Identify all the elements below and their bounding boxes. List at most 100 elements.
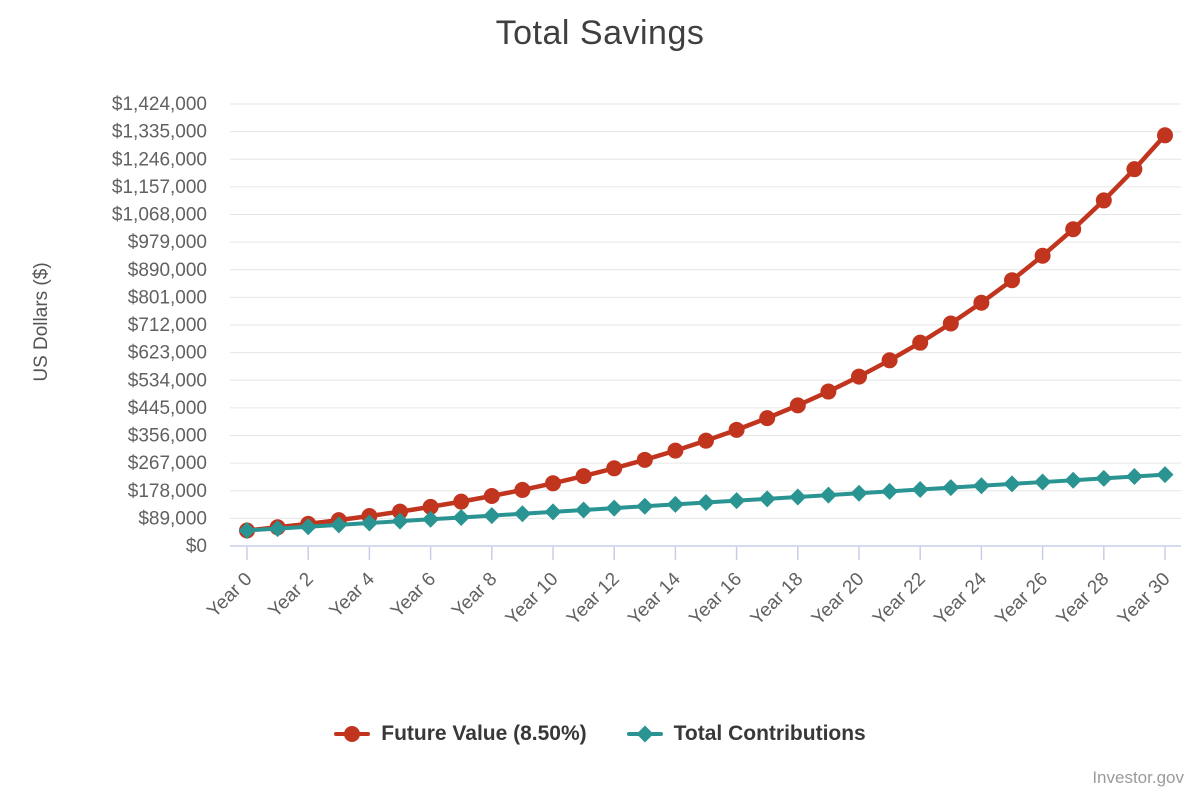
marker-future-value-8-50 xyxy=(545,475,561,492)
x-tick-label: Year 10 xyxy=(502,569,563,630)
future-value-line-circle-icon xyxy=(334,724,371,744)
marker-total-contributions xyxy=(238,521,256,539)
marker-total-contributions xyxy=(789,488,807,506)
marker-total-contributions xyxy=(1125,467,1143,485)
marker-total-contributions xyxy=(544,503,562,521)
total-contributions-line-diamond-icon xyxy=(626,724,663,744)
y-tick-label: $801,000 xyxy=(128,287,207,308)
marker-total-contributions xyxy=(819,486,837,504)
x-tick-label: Year 22 xyxy=(869,569,930,630)
marker-future-value-8-50 xyxy=(698,432,714,449)
marker-future-value-8-50 xyxy=(1004,272,1020,289)
x-tick-label: Year 28 xyxy=(1053,569,1114,630)
x-tick-label: Year 18 xyxy=(747,569,808,630)
marker-future-value-8-50 xyxy=(881,352,898,369)
marker-future-value-8-50 xyxy=(483,488,500,505)
y-tick-label: $0 xyxy=(186,536,207,557)
marker-future-value-8-50 xyxy=(636,451,653,468)
marker-total-contributions xyxy=(850,484,868,502)
y-tick-label: $1,424,000 xyxy=(112,94,207,115)
x-tick-label: Year 14 xyxy=(624,568,685,629)
marker-total-contributions xyxy=(942,479,960,497)
x-tick-label: Year 4 xyxy=(326,568,380,622)
marker-total-contributions xyxy=(1156,466,1174,484)
attribution-investor-gov: Investor.gov xyxy=(1092,768,1184,787)
marker-total-contributions xyxy=(330,516,348,534)
marker-future-value-8-50 xyxy=(453,493,470,510)
x-tick-label: Year 24 xyxy=(930,568,991,629)
marker-total-contributions xyxy=(391,512,409,530)
y-tick-label: $178,000 xyxy=(128,481,207,502)
series-line-future-value-8-50 xyxy=(246,133,1167,533)
marker-total-contributions xyxy=(728,492,746,510)
legend-item-future-value: Future Value (8.50%) xyxy=(334,722,587,746)
marker-total-contributions xyxy=(1003,475,1021,493)
legend-label-total-contributions: Total Contributions xyxy=(673,722,866,745)
marker-future-value-8-50 xyxy=(514,481,531,498)
marker-future-value-8-50 xyxy=(973,294,990,311)
marker-total-contributions xyxy=(1095,469,1113,487)
marker-future-value-8-50 xyxy=(912,334,929,351)
marker-future-value-8-50 xyxy=(1126,161,1143,178)
y-tick-label: $623,000 xyxy=(128,343,207,364)
marker-total-contributions xyxy=(697,494,715,512)
marker-total-contributions xyxy=(1064,471,1082,489)
marker-total-contributions xyxy=(1034,473,1052,491)
marker-future-value-8-50 xyxy=(820,383,837,400)
y-tick-label: $89,000 xyxy=(138,508,207,529)
legend-item-total-contributions: Total Contributions xyxy=(626,722,866,746)
marker-total-contributions xyxy=(758,490,776,508)
marker-future-value-8-50 xyxy=(851,368,867,385)
y-tick-label: $356,000 xyxy=(128,426,207,447)
marker-future-value-8-50 xyxy=(422,498,439,515)
marker-total-contributions xyxy=(452,508,470,526)
marker-total-contributions xyxy=(360,514,378,532)
marker-total-contributions xyxy=(666,495,684,513)
y-tick-label: $534,000 xyxy=(128,370,207,391)
x-tick-label: Year 16 xyxy=(685,569,746,630)
y-axis-title: US Dollars ($) xyxy=(31,262,52,381)
marker-total-contributions xyxy=(636,497,654,515)
marker-future-value-8-50 xyxy=(667,442,684,459)
marker-total-contributions xyxy=(575,501,593,519)
y-tick-label: $890,000 xyxy=(128,260,207,281)
y-tick-label: $1,335,000 xyxy=(112,122,207,143)
marker-total-contributions xyxy=(269,520,287,538)
marker-total-contributions xyxy=(881,482,899,500)
marker-total-contributions xyxy=(483,507,501,525)
x-tick-label: Year 0 xyxy=(203,569,256,622)
y-tick-label: $1,246,000 xyxy=(112,149,207,170)
x-tick-label: Year 12 xyxy=(563,569,624,630)
legend-marker-future-value xyxy=(344,726,361,742)
marker-total-contributions xyxy=(299,518,317,536)
x-tick-label: Year 6 xyxy=(387,569,440,622)
marker-total-contributions xyxy=(911,481,929,499)
y-tick-label: $979,000 xyxy=(128,232,207,253)
y-tick-label: $1,068,000 xyxy=(112,205,207,226)
marker-future-value-8-50 xyxy=(392,503,408,520)
chart-legend: Future Value (8.50%) Total Contributions xyxy=(0,722,1200,746)
x-tick-label: Year 30 xyxy=(1114,569,1175,630)
marker-future-value-8-50 xyxy=(759,410,776,427)
legend-label-future-value: Future Value (8.50%) xyxy=(381,722,587,745)
y-tick-label: $445,000 xyxy=(128,398,207,419)
x-tick-label: Year 20 xyxy=(808,569,869,630)
marker-total-contributions xyxy=(513,505,531,523)
marker-future-value-8-50 xyxy=(1157,127,1173,144)
x-tick-label: Year 2 xyxy=(265,569,318,622)
marker-future-value-8-50 xyxy=(728,421,745,438)
y-tick-label: $267,000 xyxy=(128,453,207,474)
marker-total-contributions xyxy=(605,499,623,517)
y-tick-label: $1,157,000 xyxy=(112,177,207,198)
marker-future-value-8-50 xyxy=(1095,192,1112,209)
marker-future-value-8-50 xyxy=(789,397,806,414)
marker-future-value-8-50 xyxy=(1065,221,1082,238)
marker-future-value-8-50 xyxy=(942,315,959,332)
marker-future-value-8-50 xyxy=(1034,247,1051,264)
chart-title: Total Savings xyxy=(495,14,705,52)
marker-future-value-8-50 xyxy=(575,468,592,485)
marker-future-value-8-50 xyxy=(606,460,623,477)
x-tick-label: Year 26 xyxy=(991,569,1052,630)
legend-marker-total-contributions xyxy=(636,725,654,743)
